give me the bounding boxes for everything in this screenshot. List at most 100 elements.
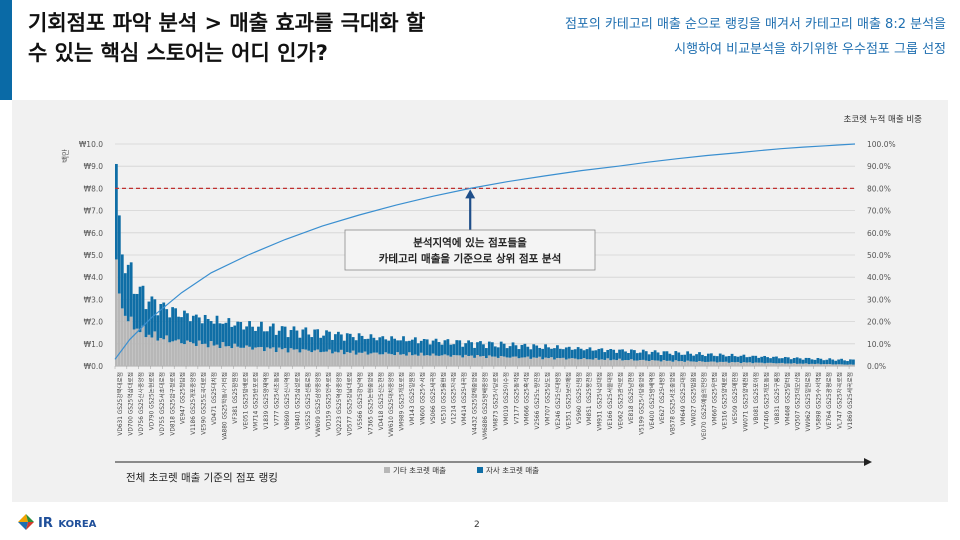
- bar-own-sales: [473, 347, 476, 358]
- bar-own-sales: [425, 339, 429, 356]
- bar-other-sales: [431, 353, 435, 366]
- bar-other-sales: [200, 344, 204, 366]
- bar-own-sales: [600, 348, 604, 360]
- bar-own-sales: [215, 315, 219, 345]
- bar-other-sales: [348, 352, 352, 366]
- bar-own-sales: [775, 356, 778, 364]
- y-tick-label: ₩3.0: [84, 295, 104, 304]
- bar-other-sales: [561, 357, 565, 366]
- store-rank-label: VE166 GS25서울대점: [606, 372, 614, 429]
- bar-own-sales: [354, 340, 358, 355]
- bar-own-sales: [402, 336, 405, 355]
- bar-own-sales: [707, 353, 710, 362]
- y-tick-label: ₩5.0: [84, 251, 104, 260]
- bar-other-sales: [502, 356, 506, 366]
- bar-other-sales: [653, 360, 657, 366]
- bar-own-sales: [514, 345, 518, 357]
- legend-label-own: 자사 초코렛 매출: [486, 465, 539, 475]
- bar-other-sales: [692, 361, 695, 366]
- store-rank-label: VM468 GS25달터점: [783, 372, 791, 425]
- store-rank-label: VM989 GS25개포로점: [398, 372, 406, 431]
- bar-own-sales: [227, 318, 231, 347]
- bar-own-sales: [405, 341, 408, 356]
- bar-other-sales: [168, 342, 172, 366]
- annotation-arrowhead: [465, 189, 476, 199]
- bar-own-sales: [360, 335, 364, 353]
- bar-own-sales: [834, 360, 838, 365]
- store-rank-label: VB081 GS25포이점: [752, 372, 760, 424]
- bar-own-sales: [526, 346, 530, 357]
- bar-other-sales: [366, 354, 370, 366]
- bar-other-sales: [132, 329, 136, 366]
- bar-own-sales: [165, 309, 169, 336]
- bar-other-sales: [470, 355, 473, 366]
- y2-tick-label: 90.0%: [867, 162, 891, 171]
- bar-other-sales: [606, 358, 610, 366]
- store-rank-label: V2566 GS25노량진점: [533, 372, 541, 429]
- store-rank-label: VD577 GS25강남대로점: [346, 372, 354, 436]
- bar-own-sales: [316, 329, 320, 350]
- bar-other-sales: [523, 357, 527, 366]
- bar-other-sales: [751, 363, 755, 366]
- bar-own-sales: [186, 313, 189, 341]
- bar-own-sales: [709, 353, 713, 362]
- bar-other-sales: [704, 361, 707, 366]
- bar-own-sales: [576, 347, 580, 360]
- bar-other-sales: [174, 340, 177, 366]
- bar-other-sales: [825, 364, 829, 366]
- y-tick-label: ₩10.0: [79, 140, 103, 149]
- bar-own-sales: [490, 342, 494, 357]
- logo-text-main: IR: [38, 516, 53, 531]
- store-rank-label: VE590 GS25도곡대로점: [200, 372, 208, 435]
- bar-other-sales: [422, 355, 426, 366]
- bar-own-sales: [319, 337, 322, 353]
- bar-own-sales: [218, 323, 222, 348]
- bar-own-sales: [129, 262, 133, 317]
- bar-own-sales: [345, 333, 349, 353]
- bar-own-sales: [487, 341, 491, 356]
- bar-other-sales: [627, 360, 630, 366]
- store-rank-label: VM666 GS25흑석점: [523, 372, 531, 425]
- bar-other-sales: [325, 351, 328, 366]
- bar-own-sales: [413, 337, 417, 355]
- bar-other-sales: [686, 360, 690, 366]
- bar-own-sales: [523, 343, 527, 358]
- bar-other-sales: [473, 357, 476, 366]
- bar-own-sales: [692, 355, 695, 362]
- chart-legend: 기타 초코렛 매출 자사 초코렛 매출: [384, 465, 539, 475]
- cumulative-share-line: [114, 143, 856, 360]
- bar-other-sales: [135, 328, 139, 366]
- y-tick-label: ₩8.0: [84, 184, 104, 193]
- bar-own-sales: [419, 340, 423, 353]
- bar-own-sales: [117, 215, 121, 294]
- bar-other-sales: [384, 352, 388, 366]
- bar-other-sales: [840, 364, 843, 366]
- bar-own-sales: [126, 264, 130, 322]
- bar-other-sales: [203, 343, 207, 366]
- bar-own-sales: [387, 340, 391, 354]
- store-rank-label: VE070 GS25예술의전당점: [700, 372, 708, 440]
- bar-other-sales: [585, 359, 589, 366]
- y-tick-label: ₩1.0: [84, 340, 104, 349]
- bar-own-sales: [849, 359, 852, 365]
- bar-own-sales: [766, 357, 769, 363]
- bar-own-sales: [322, 335, 325, 352]
- bar-own-sales: [334, 334, 337, 352]
- bar-own-sales: [677, 352, 681, 362]
- bar-own-sales: [274, 334, 278, 353]
- bar-other-sales: [600, 359, 604, 366]
- bar-other-sales: [668, 360, 672, 366]
- bar-other-sales: [467, 355, 470, 366]
- store-rank-label: VE051 GS25방배로점: [241, 372, 249, 429]
- bar-other-sales: [846, 364, 849, 366]
- bar-own-sales: [393, 338, 396, 356]
- bar-other-sales: [402, 354, 405, 366]
- bar-other-sales: [538, 356, 542, 366]
- bar-other-sales: [263, 351, 266, 366]
- bar-own-sales: [541, 348, 544, 360]
- store-rank-label: VE764 GS25광평로점: [825, 372, 833, 429]
- bar-own-sales: [292, 326, 296, 350]
- bar-own-sales: [464, 343, 468, 355]
- bar-other-sales: [615, 360, 618, 366]
- bar-other-sales: [257, 347, 260, 366]
